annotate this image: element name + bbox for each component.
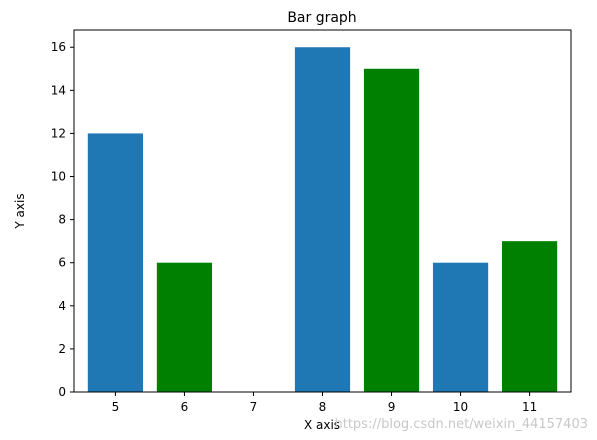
y-tick-label: 14 [51,83,66,97]
y-ticks-group: 0 2 4 6 8 10 12 14 16 [51,40,74,399]
x-tick-label: 11 [522,400,537,414]
y-tick-label: 4 [58,299,66,313]
x-tick-label: 6 [181,400,189,414]
bar-x8 [294,47,351,392]
y-tick-label: 8 [58,213,66,227]
bars-group [87,47,558,393]
bar-x9 [363,68,420,393]
bar-x10 [432,262,489,392]
x-axis-label: X axis [304,418,340,432]
y-tick-label: 2 [58,342,66,356]
x-tick-label: 10 [453,400,468,414]
bar-x11 [501,241,558,392]
chart-title: Bar graph [287,10,356,26]
x-tick-label: 8 [319,400,327,414]
y-tick-label: 16 [51,40,66,54]
y-tick-label: 12 [51,126,66,140]
bar-x6 [156,262,213,392]
y-axis-label: Y axis [13,193,27,229]
x-ticks-group: 5 6 7 8 9 10 11 [112,392,537,414]
x-tick-label: 5 [112,400,120,414]
watermark-text: https://blog.csdn.net/weixin_44157403 [334,417,588,432]
y-tick-label: 6 [58,256,66,270]
x-tick-label: 7 [250,400,258,414]
x-tick-label: 9 [388,400,396,414]
bar-x5 [87,133,144,392]
y-tick-label: 10 [51,170,66,184]
y-tick-label: 0 [58,385,66,399]
